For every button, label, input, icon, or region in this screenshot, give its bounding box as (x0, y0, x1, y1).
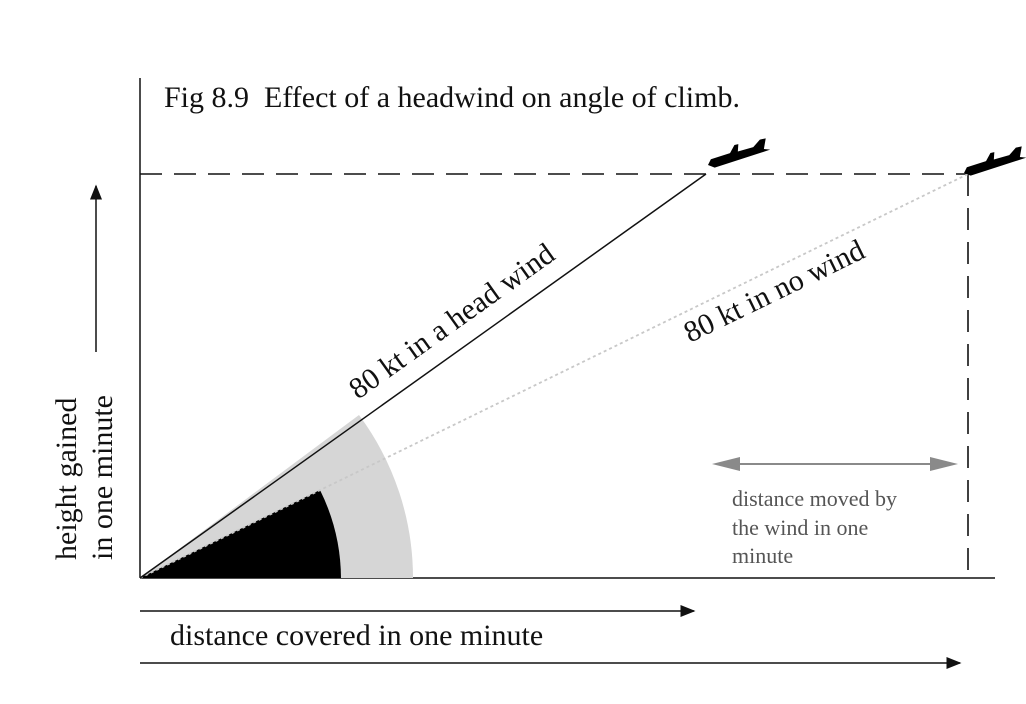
y-axis-label-line2: in one minute (86, 395, 119, 560)
figure-title: Fig 8.9 Effect of a headwind on angle of… (164, 81, 740, 114)
headwind-climb-path (139, 173, 707, 579)
wind-note-line2: the wind in one (732, 515, 868, 540)
x-axis-label: distance covered in one minute (170, 619, 543, 652)
wind-arrow-left-head (712, 457, 740, 471)
airplane-icon (963, 146, 1026, 176)
wind-note-line3: minute (732, 543, 793, 568)
nowind-angle-sector (140, 415, 413, 578)
y-axis-label-line1: height gained (50, 398, 83, 560)
nowind-path-label: 80 kt in no wind (679, 233, 870, 349)
headwind-path-label: 80 kt in a head wind (343, 237, 561, 406)
headwind-angle-sector (140, 490, 341, 578)
wind-note-line1: distance moved by (732, 486, 897, 511)
airplane-icon (707, 138, 771, 168)
wind-arrow-right-head (930, 457, 958, 471)
